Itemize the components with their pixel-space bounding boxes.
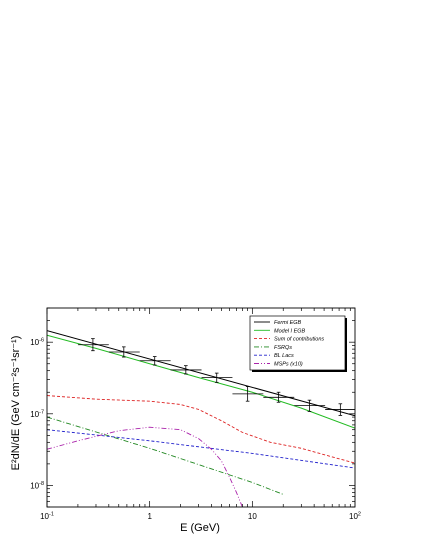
error-bar [263,391,295,403]
legend-label-sum-of-contributions: Sum of contributions [274,337,324,343]
legend-label-fermi-egb: Fermi EGB [274,320,302,326]
error-bar [294,399,326,412]
legend: Fermi EGB Model I EGB Sum of contributions… [249,315,347,372]
error-bar [325,403,355,416]
x-tick-label: 1 [147,512,152,521]
x-tick-label: 10 [248,512,257,521]
error-bar [77,338,109,352]
error-bar [201,372,233,383]
error-bar [232,386,264,402]
series-line-fsrqs [47,416,284,495]
error-bar [108,346,140,358]
y-axis-label: E²dN/dE (GeV cm⁻²s⁻¹sr⁻¹) [10,336,22,471]
error-bar [139,356,171,366]
y-tick-label: 10-6 [30,338,44,348]
y-tick-label: 10-8 [30,481,44,491]
legend-label-msps-x10: MSPs (x10) [274,362,303,368]
series-line-msps-x10 [47,426,243,507]
series-line-bl-lacs [47,429,355,469]
y-tick-label: 10-7 [30,409,44,419]
x-tick-label: 102 [349,512,361,522]
series-line-model-i-egb [47,334,355,429]
legend-label-fsrqs: FSRQs [274,345,292,351]
x-axis-label: E (GeV) [180,522,220,534]
error-bar [170,365,202,375]
legend-label-bl-lacs: BL Lacs [274,353,294,359]
legend-label-model-i-egb: Model I EGB [274,328,306,334]
x-tick-label: 10-1 [40,512,54,522]
legend-box [249,315,346,371]
plot-frame [46,307,356,508]
